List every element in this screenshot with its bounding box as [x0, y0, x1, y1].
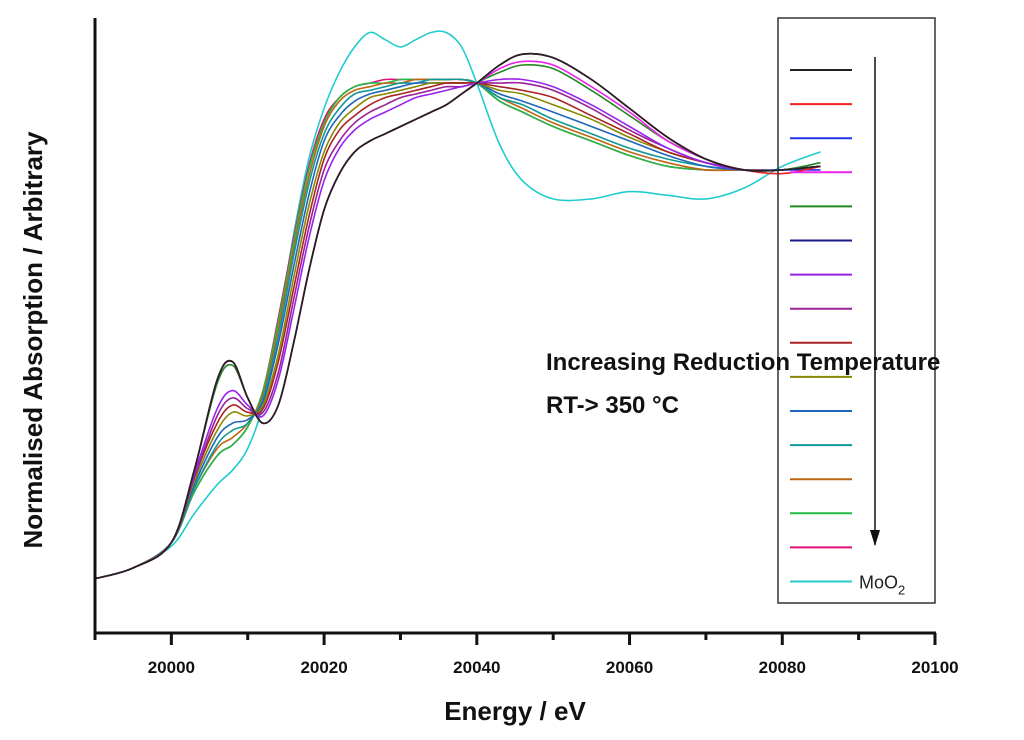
series-line-7: [94, 78, 821, 580]
series-line-11: [94, 81, 821, 580]
series-line-moo2: [94, 30, 821, 580]
legend-box: [777, 17, 936, 604]
axes: 20000 20020 20040 20060 20080 20100: [93, 18, 959, 677]
series-line-9: [94, 82, 821, 580]
series-layer: [94, 30, 821, 580]
series-line-15: [94, 78, 821, 580]
x-tick-label: 20000: [148, 658, 195, 677]
x-tick-label: 20040: [453, 658, 500, 677]
series-line-1: [94, 52, 821, 580]
series-line-12: [94, 78, 821, 580]
series-line-14: [94, 78, 821, 580]
series-line-10: [94, 81, 821, 580]
plot-area: [94, 30, 821, 580]
x-tick-label: 20100: [911, 658, 958, 677]
annotation-line-2: RT-> 350 °C: [546, 392, 679, 419]
legend-items: MoO2: [790, 69, 905, 598]
legend-entry: MoO2: [790, 573, 905, 598]
annotation: Increasing Reduction Temperature RT-> 35…: [546, 57, 940, 546]
x-tick-label: 20060: [606, 658, 653, 677]
x-tick-label: 20020: [300, 658, 347, 677]
legend: MoO2: [777, 17, 936, 604]
trend-arrow-head-icon: [870, 530, 880, 546]
series-line-13: [94, 78, 821, 580]
x-axis-title: Energy / eV: [444, 696, 586, 726]
y-axis-title: Normalised Absorption / Arbitrary: [18, 131, 48, 549]
x-tick-label: 20080: [759, 658, 806, 677]
annotation-line-1: Increasing Reduction Temperature: [546, 349, 940, 376]
x-ticks: 20000 20020 20040 20060 20080 20100: [93, 633, 959, 677]
series-line-8: [94, 81, 821, 580]
legend-label: MoO2: [859, 573, 905, 598]
